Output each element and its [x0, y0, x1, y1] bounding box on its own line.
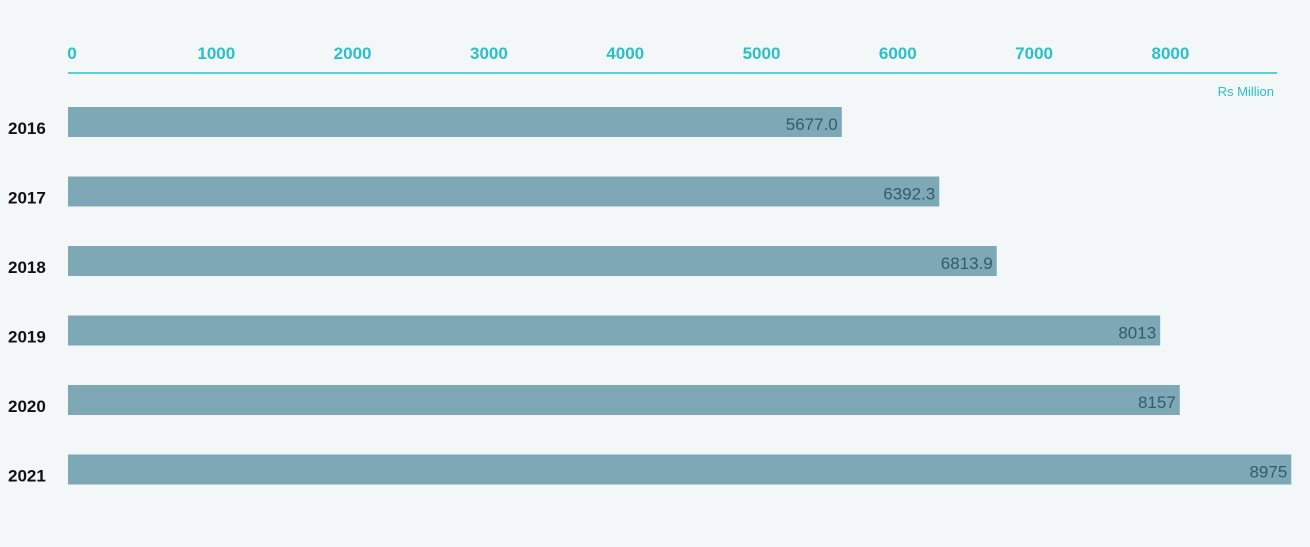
bar: [68, 176, 940, 207]
category-label: 2021: [8, 467, 46, 486]
bar: [68, 315, 1161, 346]
category-label: 2019: [8, 328, 46, 347]
bar: [68, 107, 842, 137]
value-label: 8975: [1249, 463, 1287, 482]
category-label: 2020: [8, 397, 46, 416]
bar: [68, 385, 1180, 415]
category-label: 2017: [8, 189, 46, 208]
x-tick-label: 2000: [334, 44, 372, 63]
bar: [68, 454, 1292, 485]
x-axis-ticks: 0 1000 2000 3000 4000 5000 6000 7000 8000: [67, 44, 1189, 63]
x-tick-label: 7000: [1015, 44, 1053, 63]
bars-group: 2016 5677.0 2017 6392.3 2018 6813.9 2019 8013 20…: [8, 107, 1292, 486]
x-tick-label: 6000: [879, 44, 917, 63]
category-label: 2018: [8, 258, 46, 277]
x-tick-label: 4000: [606, 44, 644, 63]
category-label: 2016: [8, 119, 46, 138]
x-tick-label: 0: [67, 44, 76, 63]
unit-label: Rs Million: [1218, 84, 1274, 99]
value-label: 8157: [1138, 393, 1176, 412]
value-label: 6392.3: [883, 185, 935, 204]
value-label: 8013: [1118, 324, 1156, 343]
x-tick-label: 1000: [197, 44, 235, 63]
x-tick-label: 8000: [1151, 44, 1189, 63]
x-tick-label: 3000: [470, 44, 508, 63]
value-label: 6813.9: [941, 254, 993, 273]
value-label: 5677.0: [786, 115, 838, 134]
x-tick-label: 5000: [743, 44, 781, 63]
bar: [68, 246, 997, 276]
